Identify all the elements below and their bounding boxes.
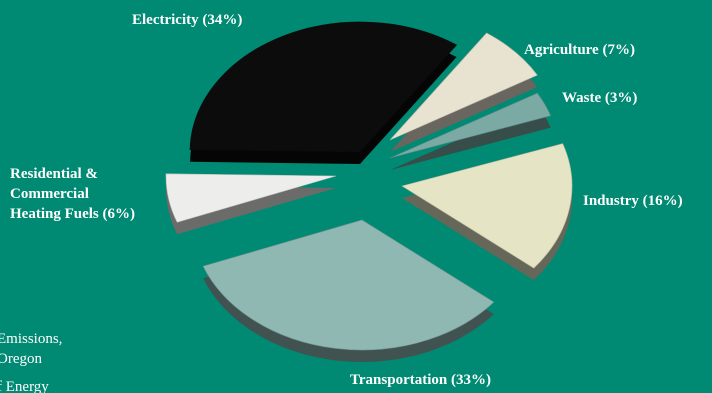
source-line-3: f Energy	[0, 379, 49, 393]
source-line-2: Oregon	[0, 351, 42, 367]
pie-slice-top-electricity	[189, 21, 458, 153]
pie-slice-transportation	[202, 219, 495, 362]
label-residential-line2: Commercial	[10, 186, 89, 202]
pie-slice-top-waste	[389, 92, 552, 159]
pie-slice-top-agriculture	[389, 32, 538, 141]
pie-slices	[165, 21, 573, 362]
pie-slice-top-industry	[401, 143, 573, 269]
label-industry: Industry (16%)	[583, 193, 683, 209]
pie-slice-residential	[165, 173, 337, 235]
pie-slice-agriculture	[389, 32, 538, 152]
label-waste: Waste (3%)	[562, 90, 637, 106]
label-residential-line1: Residential &	[10, 166, 98, 182]
pie-slice-electricity	[189, 21, 458, 165]
label-residential-line3: Heating Fuels (6%)	[10, 206, 135, 222]
label-agriculture: Agriculture (7%)	[524, 42, 635, 58]
label-transportation: Transportation (33%)	[350, 372, 491, 388]
label-electricity: Electricity (34%)	[132, 12, 242, 28]
source-line-1: Emissions,	[0, 331, 62, 347]
pie-slice-top-residential	[165, 173, 337, 223]
pie-slice-top-transportation	[202, 219, 495, 351]
pie-slice-industry	[401, 143, 573, 281]
pie-slice-waste	[389, 92, 552, 170]
